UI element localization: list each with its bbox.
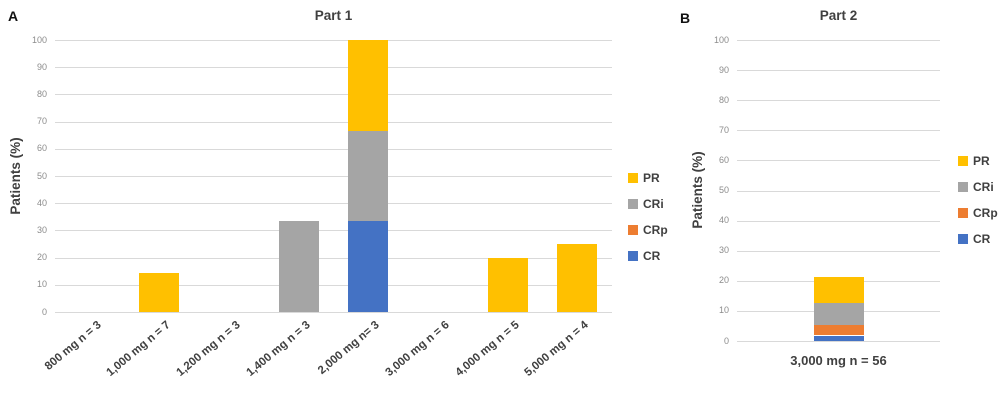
gridline [55, 230, 612, 232]
legend-label-CRp: CRp [643, 223, 668, 237]
y-tick-label: 0 [723, 335, 729, 346]
y-tick-label: 50 [718, 185, 729, 195]
legend: PR CRi CRp CR [628, 172, 668, 262]
gridline [55, 284, 612, 286]
y-tick-label: 100 [31, 34, 47, 45]
y-tick-label: 80 [718, 94, 729, 105]
y-tick-label: 30 [36, 224, 47, 235]
gridline [737, 190, 940, 192]
bar-segment-PR [557, 244, 598, 312]
bar-segment-CR [348, 221, 389, 312]
legend-item-PR: PR [628, 172, 668, 184]
legend-swatch-CR [628, 251, 638, 261]
y-tick-label: 20 [718, 275, 729, 286]
y-tick-label: 70 [36, 116, 47, 127]
legend: PR CRi CRp CR [958, 155, 998, 245]
gridline [737, 341, 940, 342]
gridline [737, 70, 940, 72]
gridline [55, 121, 612, 123]
plot-area-part2: 0 10 20 30 40 50 60 70 80 90 100 3,000 mg n = 56 [672, 0, 1000, 408]
bar-segment-CRp [813, 324, 864, 336]
gridline [737, 160, 940, 162]
panel-label-a: A [8, 8, 19, 24]
legend-swatch-CRp [958, 208, 968, 218]
gridline [737, 220, 940, 222]
legend-item-CR: CR [628, 250, 668, 262]
y-tick-label: 40 [36, 197, 47, 208]
legend-item-CRi: CRi [958, 181, 998, 193]
legend-item-CR: CR [958, 233, 998, 245]
chart-title-part1: Part 1 [314, 8, 353, 23]
legend-label-PR: PR [973, 154, 990, 168]
gridline [55, 312, 612, 313]
gridline [737, 250, 940, 252]
gridline [55, 67, 612, 69]
legend-swatch-PR [958, 156, 968, 166]
gridline [55, 176, 612, 177]
y-tick-label: 60 [718, 154, 729, 165]
y-tick-label: 0 [41, 306, 47, 317]
legend-swatch-CRp [628, 225, 638, 235]
y-tick-label: 100 [713, 34, 729, 45]
y-tick-label: 90 [36, 61, 47, 72]
gridline [55, 257, 612, 259]
legend-swatch-CR [958, 234, 968, 244]
bar-segment-PR [487, 257, 528, 312]
legend-item-PR: PR [958, 155, 998, 167]
panel-part2: B Part 2 Patients (%) 0 10 20 30 40 50 60 70 80 9… [672, 0, 1000, 408]
gridline [55, 94, 612, 96]
y-tick-label: 50 [36, 170, 47, 181]
legend-item-CRp: CRp [628, 224, 668, 236]
legend-label-CR: CR [643, 249, 661, 263]
y-tick-label: 60 [36, 143, 47, 154]
legend-label-CRi: CRi [643, 197, 664, 211]
y-tick-label: 90 [718, 64, 729, 75]
gridline [737, 130, 940, 132]
panel-part1: A Part 1 Patients (%) 0 10 20 30 40 50 60 70 80 9… [8, 8, 668, 379]
legend-item-CRp: CRp [958, 207, 998, 219]
legend-label-CR: CR [973, 232, 991, 246]
y-tick-label: 40 [718, 215, 729, 226]
legend-label-PR: PR [643, 171, 660, 185]
x-axis-label: 3,000 mg n = 56 [790, 353, 887, 368]
legend-swatch-CRi [958, 182, 968, 192]
gridline [737, 40, 940, 41]
panel-label-b: B [680, 10, 691, 26]
legend-label-CRi: CRi [973, 180, 994, 194]
legend-swatch-CRi [628, 199, 638, 209]
y-tick-label: 10 [36, 279, 47, 290]
bar-segment-CR [813, 335, 864, 341]
y-tick-label: 70 [718, 124, 729, 135]
bar-segment-CRi [348, 130, 389, 222]
bar-segment-PR [139, 273, 180, 312]
gridline [55, 203, 612, 205]
legend-swatch-PR [628, 173, 638, 183]
gridline [55, 148, 612, 150]
legend-label-CRp: CRp [973, 206, 998, 220]
bar-segment-CRi [278, 221, 319, 312]
bar-segment-PR [813, 276, 864, 304]
gridline [55, 40, 612, 41]
y-tick-label: 20 [36, 252, 47, 263]
chart-title-part2: Part 2 [819, 8, 858, 23]
legend-item-CRi: CRi [628, 198, 668, 210]
plot-area-part1: 0 10 20 30 40 50 60 70 80 90 100 800 mg n = 3 1,000 … [31, 34, 612, 379]
y-tick-label: 10 [718, 305, 729, 316]
bar-segment-CRi [813, 303, 864, 325]
y-tick-label: 30 [718, 245, 729, 256]
y-tick-label: 80 [36, 88, 47, 99]
bar-segment-PR [348, 40, 389, 131]
gridline [737, 100, 940, 102]
